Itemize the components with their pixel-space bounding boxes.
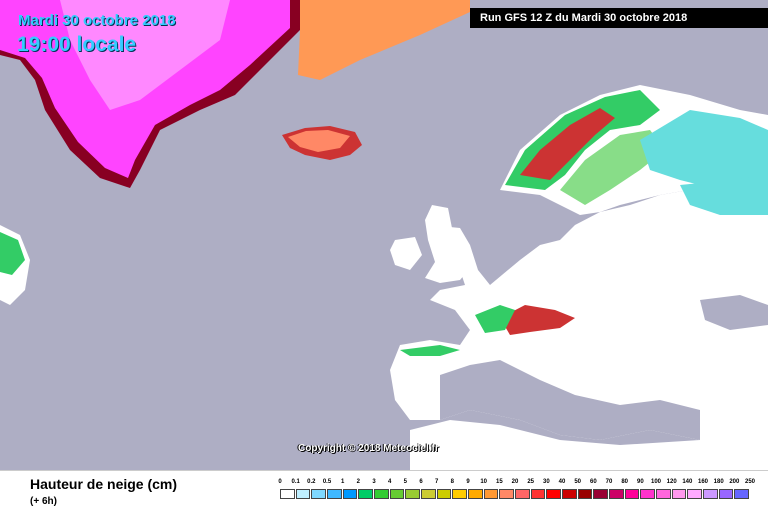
forecast-time: 19:00 locale — [17, 33, 137, 56]
legend-swatch — [311, 489, 327, 499]
legend-tick-label: 250 — [744, 479, 756, 485]
legend-swatch — [374, 489, 389, 499]
legend-tick-label: 50 — [574, 479, 581, 485]
legend-swatch — [703, 489, 718, 499]
legend-swatch — [483, 489, 499, 499]
legend-tick-label: 30 — [542, 479, 550, 485]
sweden-snow — [560, 130, 665, 205]
legend-tick-label: 4 — [387, 479, 392, 485]
legend-tick-label: 40 — [558, 479, 566, 485]
legend-swatch — [577, 489, 593, 499]
legend-title: Hauteur de neige (cm) — [30, 476, 178, 492]
legend-swatch — [436, 489, 452, 499]
snow-depth-map: Mardi 30 octobre 2018 19:00 locale Run G… — [0, 0, 768, 470]
baffin-snow — [0, 232, 25, 275]
legend-swatch — [546, 489, 562, 499]
legend-tick-label: 7 — [434, 479, 439, 485]
great-britain — [425, 205, 470, 283]
legend-swatch — [389, 489, 405, 499]
legend-swatch — [327, 489, 342, 499]
map-canvas — [0, 0, 768, 470]
legend-tick-label: 200 — [729, 479, 740, 485]
north-africa — [410, 420, 700, 470]
norway-snow-heavy — [520, 108, 615, 180]
finland-snow — [640, 110, 768, 190]
legend-tick-label: 80 — [621, 479, 628, 485]
legend-tick-label: 15 — [495, 479, 503, 485]
ireland — [390, 237, 422, 270]
legend-tick-label: 9 — [466, 479, 470, 485]
legend-swatch — [421, 489, 436, 499]
legend-swatch — [718, 489, 734, 499]
legend-tick-label: 0 — [278, 479, 282, 485]
legend-tick-label: 90 — [636, 479, 644, 485]
legend-subtitle: (+ 6h) — [30, 496, 57, 507]
legend-swatch — [452, 489, 468, 499]
legend-swatch — [499, 489, 515, 499]
legend-swatch — [342, 489, 358, 499]
legend-tick-label: 0.2 — [307, 479, 316, 485]
legend-swatch — [468, 489, 483, 499]
legend-tick-label: 2 — [356, 479, 360, 485]
legend-swatch — [640, 489, 656, 499]
legend-tick-label: 0.1 — [291, 479, 300, 485]
legend-tick-labels: 0 0.1 0.2 0.5 1 2 3 4 5 6 7 8 9 10 15 20 25 30 40 50 60 70 80 9… — [278, 479, 755, 489]
legend-tick-label: 6 — [419, 479, 423, 485]
legend-swatch — [530, 489, 546, 499]
legend-tick-label: 1 — [340, 479, 345, 485]
legend-tick-label: 70 — [605, 479, 613, 485]
russia-snow — [680, 175, 768, 215]
legend-swatch — [687, 489, 703, 499]
legend-swatch — [734, 489, 750, 499]
greenland-snow-orange — [298, 0, 470, 80]
black-sea — [700, 295, 768, 330]
legend-tick-label: 120 — [666, 479, 677, 485]
mediterranean-sea — [440, 360, 700, 440]
greenland-interior — [60, 0, 230, 110]
legend-tick-label: 0.5 — [322, 479, 332, 485]
legend-swatch — [609, 489, 624, 499]
legend-tick-label: 25 — [527, 479, 534, 485]
legend-swatch — [405, 489, 421, 499]
iceland-snow — [288, 130, 350, 152]
legend-panel: Hauteur de neige (cm) (+ 6h) 0 0.1 0.2 0.5 1… — [0, 470, 768, 513]
legend-swatch — [593, 489, 609, 499]
copyright-notice: Copyright © 2018 Meteociel.fr — [298, 443, 439, 454]
alps-snow-light — [475, 305, 515, 333]
legend-tick-label: 8 — [450, 479, 454, 485]
alps-snow — [500, 305, 575, 335]
model-run-label: Run GFS 12 Z du Mardi 30 octobre 2018 — [470, 8, 768, 28]
legend-swatch — [624, 489, 640, 499]
legend-tick-label: 3 — [372, 479, 376, 485]
legend-swatch — [671, 489, 687, 499]
legend-swatch — [295, 489, 311, 499]
legend-swatch — [515, 489, 530, 499]
legend-swatch — [562, 489, 577, 499]
legend-tick-label: 5 — [403, 479, 407, 485]
forecast-date: Mardi 30 octobre 2018 — [18, 12, 176, 29]
legend-tick-label: 10 — [480, 479, 487, 485]
legend-tick-label: 20 — [511, 479, 519, 485]
legend-tick-label: 160 — [697, 479, 709, 485]
legend-tick-label: 180 — [713, 479, 724, 485]
legend-color-scale — [280, 489, 750, 499]
legend-tick-label: 60 — [589, 479, 597, 485]
legend-tick-label: 140 — [682, 479, 693, 485]
legend-swatch — [280, 489, 295, 499]
legend-swatch — [656, 489, 671, 499]
legend-swatch — [358, 489, 374, 499]
pyrenees-snow — [400, 345, 460, 356]
legend-tick-label: 100 — [650, 479, 662, 485]
